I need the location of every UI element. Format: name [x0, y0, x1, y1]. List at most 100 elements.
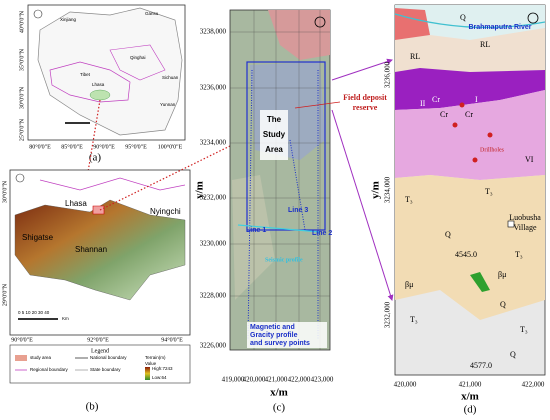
x-tick-label: 422,000	[288, 376, 311, 384]
lat-label: 40°0'0"N	[18, 10, 25, 33]
triassic-unit	[395, 175, 545, 320]
scale-bar	[65, 122, 90, 124]
unit-label: RL	[480, 40, 490, 49]
lon-label: 85°0'0"E	[61, 143, 83, 150]
tibet-boundary	[49, 61, 131, 103]
unit-label: II	[420, 99, 426, 108]
area-label: Study	[263, 130, 286, 139]
unit-label: T₃	[520, 325, 528, 334]
place-label: Shigatse	[22, 233, 54, 242]
axis-title: y/m	[194, 181, 206, 199]
connector	[84, 99, 101, 191]
unit-label: Q	[460, 13, 466, 22]
y-tick-label: 3232,000	[200, 194, 227, 202]
study-area-box	[246, 61, 326, 231]
lat-label: 30°0'0"N	[1, 180, 8, 203]
compass	[314, 16, 326, 28]
legend-label: Value	[145, 361, 157, 366]
region-label: Tibet	[80, 72, 91, 77]
pointer	[294, 101, 341, 109]
legend-label: Low:64	[152, 375, 167, 380]
lon-label: 90°0'0"E	[93, 143, 115, 150]
scale-unit: Km	[62, 316, 69, 321]
x-tick-label: 420,000	[394, 381, 417, 389]
study-region	[89, 89, 111, 101]
caption: (c)	[273, 402, 286, 414]
seismic-line	[237, 224, 321, 233]
panel-d: Brahmaputra River Drillholes Luobusha Vi…	[370, 4, 546, 416]
unit-label: Q	[510, 350, 516, 359]
lon-label: 80°0'0"E	[29, 143, 51, 150]
boundary	[39, 177, 186, 191]
unit-label: Cr	[440, 110, 448, 119]
compass	[33, 9, 43, 19]
axis-title: x/m	[461, 391, 479, 403]
lat-label: 35°0'0"N	[18, 48, 25, 71]
drillholes	[452, 102, 493, 163]
legend-label: Terrain(m)	[145, 355, 166, 360]
quaternary	[395, 5, 545, 40]
village-marker	[507, 220, 515, 228]
lon-label: 92°0'0"E	[87, 336, 109, 343]
legend-box	[9, 344, 191, 384]
place-label: Shannan	[75, 245, 107, 254]
country-outline	[37, 7, 183, 136]
chromitite-unit	[395, 90, 545, 180]
elevation: 4577.0	[470, 361, 492, 370]
legend-label: study area	[30, 355, 52, 360]
elevation: 4545.0	[455, 250, 477, 259]
y-tick-label: 3234,000	[200, 139, 227, 147]
x-tick-label: 422,000	[522, 381, 545, 389]
unit-label: Cr	[465, 110, 473, 119]
lon-label: 94°0'0"E	[161, 336, 183, 343]
connector	[99, 144, 233, 211]
qinghai-boundary	[109, 44, 166, 81]
legend: Legend study area National boundary Terr…	[9, 344, 191, 384]
survey-label: Magnetic and	[250, 324, 295, 331]
x-tick-label: 420,000	[243, 376, 266, 384]
river	[394, 13, 546, 29]
lat-label: 25°0'0"N	[18, 118, 25, 141]
unit-label: Q	[500, 300, 506, 309]
caption: (a)	[89, 152, 102, 164]
survey-lines	[247, 69, 319, 341]
legend-label: State boundary	[90, 367, 121, 372]
compass	[527, 12, 539, 24]
area-label: Area	[265, 145, 283, 154]
panel-a: Xinjiang Gansu Qinghai Tibet Lhasa Sichu…	[18, 4, 186, 164]
legend-swatch	[15, 355, 27, 361]
x-tick-label: 419,000	[222, 376, 245, 384]
y-tick-label: 3232,000	[384, 301, 392, 328]
label-bg	[247, 322, 327, 348]
geology-unit	[232, 175, 275, 300]
lon-label: 100°0'0"E	[158, 143, 183, 150]
unit-label: T₃	[515, 250, 523, 259]
drillhole-label: Drillholes	[480, 147, 505, 153]
village-label: Luobusha	[509, 213, 541, 222]
y-tick-label: 3226,000	[200, 342, 227, 350]
lat-label: 29°0'0"N	[1, 283, 8, 306]
lat-label: 30°0'0"N	[18, 86, 25, 109]
axis-title: y/m	[370, 181, 382, 199]
unit-label: I	[475, 95, 478, 104]
y-tick-label: 3230,000	[200, 240, 227, 248]
region-label: Yunnan	[160, 102, 176, 107]
scale-label: 0 5 10 20 30 40	[18, 310, 50, 315]
arrow	[331, 109, 394, 301]
unit-label: T₃	[405, 195, 413, 204]
y-tick-label: 3238,000	[200, 28, 227, 36]
unit-label: VI	[525, 155, 534, 164]
unit-label: βμ	[405, 280, 413, 289]
label-bg	[260, 110, 288, 160]
panel-b: Lhasa Nyingchi Shigatse Shannan 0 5 10 2…	[1, 169, 191, 413]
line-label: Line 3	[288, 207, 308, 214]
seismic-label: Seismic profile	[265, 257, 303, 263]
unit-label: Q	[445, 230, 451, 239]
x-tick-label: 421,000	[459, 381, 482, 389]
arrow	[331, 58, 393, 81]
survey-label: and survey points	[250, 340, 310, 347]
unit-label: RL	[410, 52, 420, 61]
scale-bar	[18, 318, 58, 320]
region-label: Xinjiang	[60, 17, 77, 22]
